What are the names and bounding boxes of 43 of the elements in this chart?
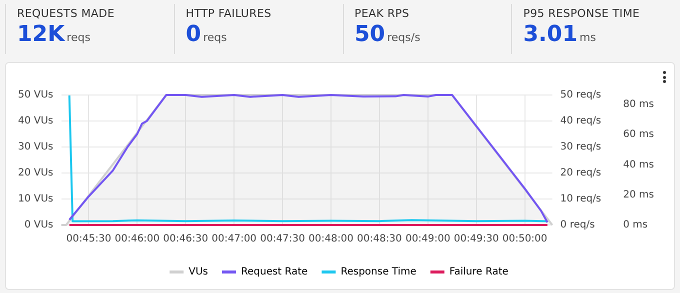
- y3-tick-label: 0 ms: [623, 220, 648, 231]
- text: 12K: [17, 22, 65, 47]
- x-tick-label: 00:47:00: [212, 234, 257, 245]
- text: 0: [186, 22, 202, 47]
- x-tick-label: 00:45:30: [66, 234, 112, 245]
- y3-tick-label: 20 ms: [623, 189, 654, 200]
- y2-tick-label: 40 req/s: [560, 116, 602, 127]
- text: reqs: [66, 31, 90, 44]
- y2-tick-label: 10 req/s: [560, 194, 602, 205]
- y3-tick-label: 40 ms: [623, 159, 654, 170]
- text: REQUESTS MADE: [17, 7, 116, 20]
- text: 3.01: [523, 22, 578, 47]
- x-tick-label: 00:48:00: [308, 234, 354, 245]
- y3-tick-label: 80 ms: [623, 99, 654, 110]
- y2-tick-label: 20 req/s: [560, 168, 602, 179]
- legend-label: Failure Rate: [449, 266, 508, 278]
- y-tick-label: 10 VUs: [18, 194, 54, 205]
- y-tick-label: 20 VUs: [18, 168, 54, 179]
- text: HTTP FAILURES: [186, 7, 272, 20]
- text: PEAK RPS: [354, 7, 410, 20]
- y2-tick-label: 50 req/s: [560, 90, 602, 101]
- y-tick-label: 40 VUs: [18, 116, 54, 127]
- x-tick-label: 00:49:00: [405, 234, 450, 245]
- text: P95 RESPONSE TIME: [523, 7, 641, 20]
- x-tick-label: 00:48:30: [356, 234, 402, 245]
- x-tick-label: 00:49:30: [454, 234, 499, 245]
- x-tick-label: 00:47:30: [260, 234, 306, 245]
- y-tick-label: 30 VUs: [18, 142, 54, 153]
- y-tick-label: 50 VUs: [18, 90, 54, 101]
- text: 50: [354, 22, 386, 47]
- y2-tick-label: 30 req/s: [560, 142, 602, 153]
- legend-label: VUs: [188, 266, 208, 278]
- y2-tick-label: 0 req/s: [560, 220, 595, 231]
- text: ms: [580, 31, 596, 44]
- y-tick-label: 0 VUs: [24, 220, 54, 231]
- legend-label: Request Rate: [240, 266, 308, 278]
- text: reqs/s: [387, 31, 420, 44]
- x-tick-label: 00:46:30: [163, 234, 208, 245]
- legend-label: Response Time: [340, 266, 416, 278]
- y3-tick-label: 60 ms: [623, 129, 654, 140]
- x-tick-label: 00:46:00: [114, 234, 160, 245]
- x-tick-label: 00:50:00: [502, 234, 548, 245]
- text: reqs: [203, 31, 227, 44]
